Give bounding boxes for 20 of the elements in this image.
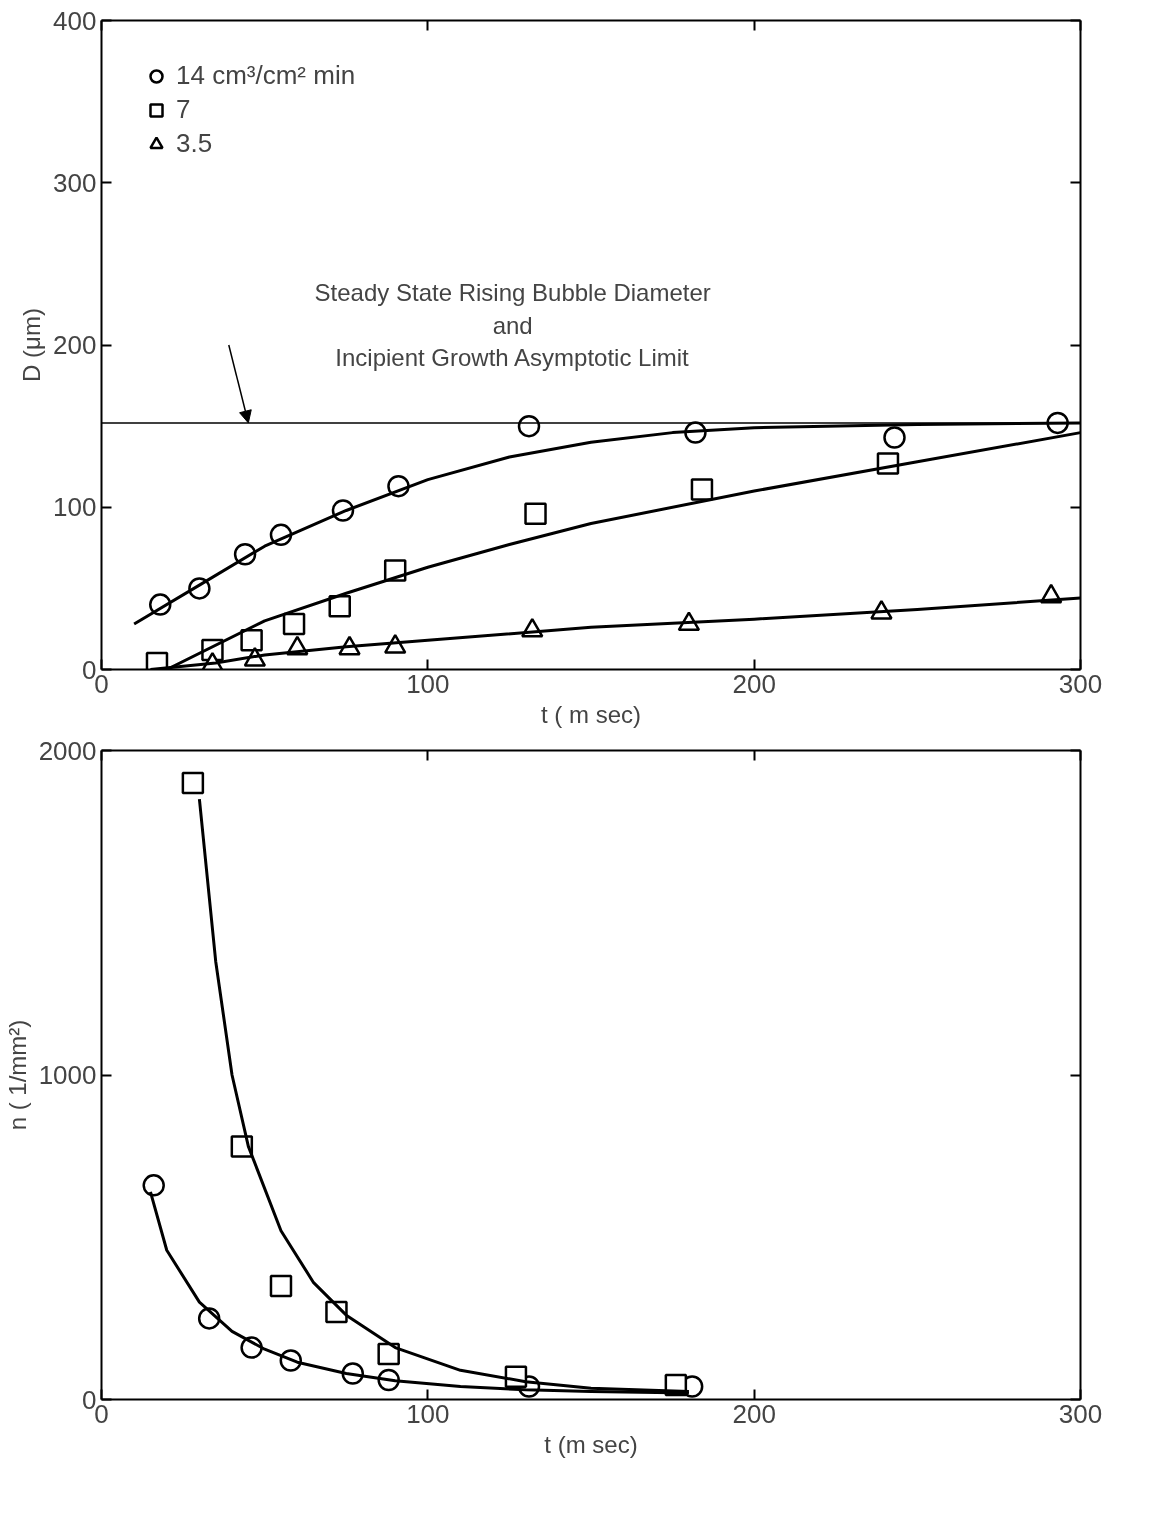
y-tick-label: 1000 [38,1060,97,1090]
legend-label: 3.5 [176,128,213,159]
x-tick-label: 200 [732,1398,776,1429]
y-tick-label: 100 [53,492,97,523]
y-tick-label: 2000 [38,735,97,766]
y-tick-label: 300 [53,167,97,198]
legend-label: 7 [176,94,192,125]
x-tick-label: 100 [406,668,450,699]
y-tick-label: 400 [53,5,97,36]
x-tick-label: 300 [1058,668,1103,699]
x-tick-label: 300 [1058,1398,1103,1429]
y-tick-label: 200 [53,330,97,360]
x-tick-label: 100 [406,1398,450,1429]
y-axis-title: D (μm) [18,308,46,382]
x-axis-title: t (m sec) [544,1430,638,1458]
y-axis-title: n ( 1/mm²) [3,1019,31,1131]
legend-label: 14 cm³/cm² min [176,60,356,91]
ref-line-label: Steady State Rising Bubble Diameter and Incipient Growth Asymptotic Limit [314,279,711,371]
x-axis-title: t ( m sec) [541,700,641,728]
x-tick-label: 200 [732,668,776,699]
